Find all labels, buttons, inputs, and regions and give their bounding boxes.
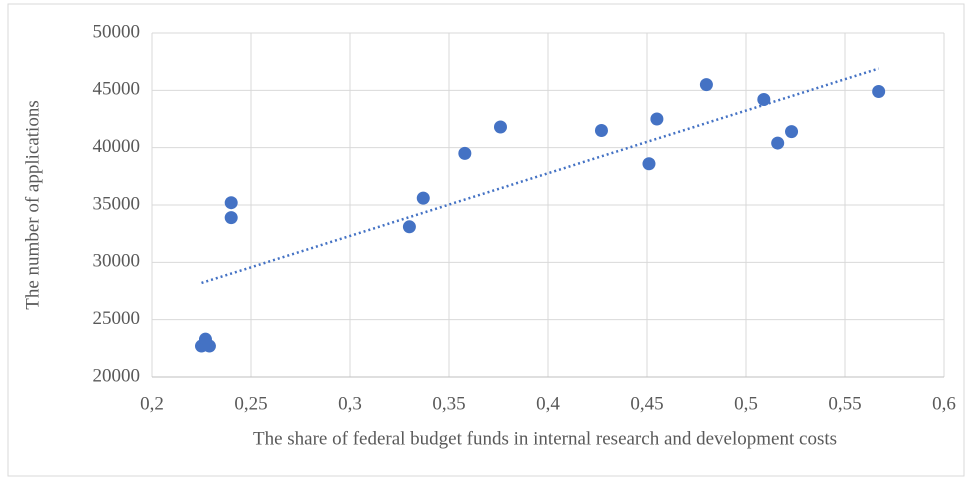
x-tick-label: 0,55 [828, 393, 861, 414]
y-tick-label: 45000 [93, 79, 141, 100]
x-tick-label: 0,3 [338, 393, 362, 414]
y-axis-label: The number of applications [22, 100, 43, 309]
x-tick-label: 0,35 [432, 393, 465, 414]
data-point [202, 339, 216, 353]
data-point [771, 136, 785, 150]
data-point [416, 191, 430, 205]
y-tick-label: 40000 [93, 136, 141, 157]
x-tick-label: 0,45 [630, 393, 663, 414]
data-point [594, 123, 608, 137]
data-point [872, 84, 886, 98]
data-point [699, 78, 713, 92]
data-point [458, 146, 472, 160]
data-point [224, 196, 238, 210]
y-tick-label: 50000 [93, 21, 141, 42]
x-tick-label: 0,25 [234, 393, 267, 414]
x-tick-label: 0,2 [140, 393, 164, 414]
y-tick-label: 30000 [93, 251, 141, 272]
x-tick-label: 0,5 [734, 393, 758, 414]
data-point [757, 93, 771, 107]
chart-frame [7, 3, 965, 477]
data-point [642, 157, 656, 171]
data-point [402, 220, 416, 234]
data-point [493, 120, 507, 134]
x-tick-label: 0,6 [932, 393, 956, 414]
x-axis-label: The share of federal budget funds in int… [253, 428, 837, 449]
x-tick-label: 0,4 [536, 393, 560, 414]
y-tick-label: 20000 [93, 365, 141, 386]
data-point [224, 211, 238, 225]
y-tick-label: 35000 [93, 193, 141, 214]
data-point [785, 125, 799, 139]
data-point [650, 112, 664, 126]
y-tick-label: 25000 [93, 308, 141, 329]
